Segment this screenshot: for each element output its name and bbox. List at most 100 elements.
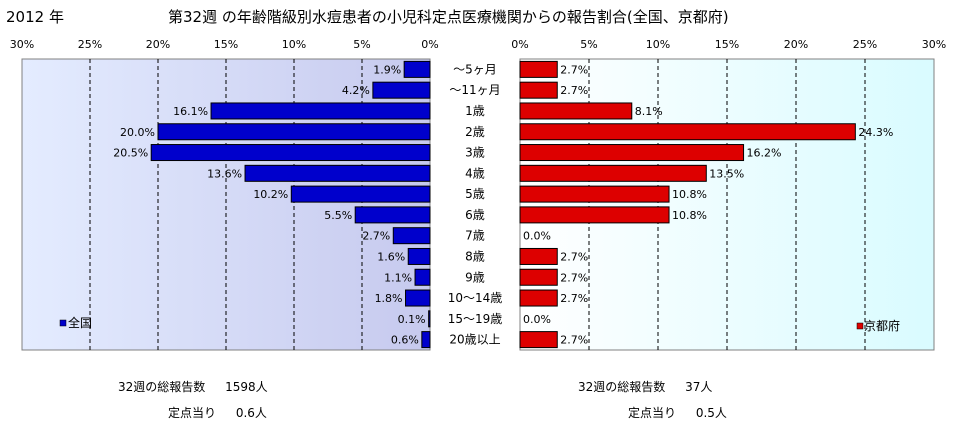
- national-bar-label: 1.6%: [377, 250, 405, 263]
- kyoto-bar-label: 24.3%: [858, 126, 893, 139]
- left-axis-tick: 20%: [146, 38, 170, 51]
- national-bar: [405, 289, 431, 307]
- national-bar-label: 0.6%: [391, 334, 419, 347]
- kyoto-bar-label: 13.5%: [709, 167, 744, 180]
- kyoto-total-value: 37人: [685, 380, 713, 394]
- kyoto-total: 32週の総報告数 37人: [578, 378, 712, 395]
- right-axis-tick: 5%: [580, 38, 597, 51]
- kyoto-bar-label: 8.1%: [635, 105, 663, 118]
- national-bar: [150, 144, 431, 162]
- category-label: 3歳: [465, 146, 485, 160]
- category-label: 7歳: [465, 229, 485, 243]
- kyoto-bar-label: 2.7%: [560, 292, 588, 305]
- national-bar-label: 4.2%: [342, 84, 370, 97]
- category-label: 9歳: [465, 270, 485, 284]
- kyoto-bar: [519, 123, 856, 141]
- kyoto-bar: [519, 247, 558, 265]
- left-axis-tick: 15%: [214, 38, 238, 51]
- kyoto-bar-label: 2.7%: [560, 250, 588, 263]
- national-bar-label: 1.1%: [384, 271, 412, 284]
- national-bar: [414, 268, 431, 286]
- kyoto-bar: [519, 268, 558, 286]
- category-label: 5歳: [465, 187, 485, 201]
- right-axis-tick: 30%: [922, 38, 946, 51]
- left-axis-tick: 5%: [353, 38, 370, 51]
- kyoto-bar: [519, 81, 558, 99]
- left-axis-tick: 25%: [78, 38, 102, 51]
- national-total-value: 1598人: [225, 380, 268, 394]
- category-label: 10～14歳: [448, 291, 503, 305]
- national-bar: [392, 227, 431, 245]
- year-label: 2012 年: [6, 8, 64, 26]
- national-bar: [407, 247, 431, 265]
- national-bar: [403, 60, 431, 78]
- right-axis-tick: 10%: [646, 38, 670, 51]
- kyoto-bar-label: 0.0%: [523, 230, 551, 243]
- category-label: 15～19歳: [448, 312, 503, 326]
- kyoto-bar-label: 2.7%: [560, 334, 588, 347]
- right-axis-tick: 20%: [784, 38, 808, 51]
- kyoto-bar-label: 2.7%: [560, 63, 588, 76]
- kyoto-bar: [519, 206, 670, 224]
- right-axis-tick: 15%: [715, 38, 739, 51]
- kyoto-per-label: 定点当り: [628, 406, 677, 420]
- left-axis-tick: 0%: [421, 38, 438, 51]
- category-label: 2歳: [465, 125, 485, 139]
- national-bar-label: 0.1%: [398, 313, 426, 326]
- category-label: 20歳以上: [449, 333, 500, 347]
- national-bar-label: 20.5%: [113, 147, 148, 160]
- kyoto-legend-swatch: [856, 322, 864, 330]
- national-per-site: 定点当り 0.6人: [168, 404, 267, 421]
- national-legend-label: 全国: [68, 315, 92, 330]
- national-bar-label: 16.1%: [173, 105, 208, 118]
- category-label: 4歳: [465, 166, 485, 180]
- national-per-label: 定点当り: [168, 406, 217, 420]
- kyoto-per-site: 定点当り 0.5人: [628, 404, 727, 421]
- national-bar: [428, 310, 431, 328]
- kyoto-bar: [519, 102, 633, 120]
- kyoto-bar: [519, 289, 558, 307]
- category-label: ～5ヶ月: [453, 62, 497, 76]
- kyoto-bar: [519, 144, 745, 162]
- national-bar-label: 1.9%: [373, 63, 401, 76]
- left-axis-tick: 10%: [282, 38, 306, 51]
- category-label: 8歳: [465, 249, 485, 263]
- kyoto-bar: [519, 164, 707, 182]
- kyoto-total-label: 32週の総報告数: [578, 380, 666, 394]
- national-bar: [210, 102, 431, 120]
- right-axis-tick: 25%: [853, 38, 877, 51]
- kyoto-bar-label: 0.0%: [523, 313, 551, 326]
- kyoto-bar: [519, 331, 558, 349]
- national-bar: [354, 206, 431, 224]
- kyoto-bar-label: 10.8%: [672, 188, 707, 201]
- national-bar-label: 10.2%: [253, 188, 288, 201]
- kyoto-bar-label: 10.8%: [672, 209, 707, 222]
- kyoto-bar-label: 2.7%: [560, 84, 588, 97]
- kyoto-per-value: 0.5人: [695, 406, 727, 420]
- kyoto-bar: [519, 185, 670, 203]
- national-bar: [421, 331, 431, 349]
- kyoto-bar-label: 16.2%: [747, 147, 782, 160]
- national-bar: [372, 81, 431, 99]
- national-bar-label: 5.5%: [324, 209, 352, 222]
- national-total-label: 32週の総報告数: [118, 380, 206, 394]
- left-axis-tick: 30%: [10, 38, 34, 51]
- kyoto-legend-label: 京都府: [864, 318, 900, 333]
- national-bar-label: 20.0%: [120, 126, 155, 139]
- category-label: ～11ヶ月: [449, 83, 500, 97]
- national-bar-label: 13.6%: [207, 167, 242, 180]
- national-bar: [244, 164, 431, 182]
- kyoto-bar: [519, 60, 558, 78]
- national-total: 32週の総報告数 1598人: [118, 378, 268, 395]
- national-bar: [290, 185, 431, 203]
- national-per-value: 0.6人: [235, 406, 267, 420]
- chart-title: 第32週 の年齢階級別水痘患者の小児科定点医療機関からの報告割合(全国、京都府): [168, 8, 729, 26]
- national-legend-swatch: [59, 319, 67, 327]
- kyoto-bar-label: 2.7%: [560, 271, 588, 284]
- national-bar: [157, 123, 431, 141]
- national-bar-label: 2.7%: [362, 230, 390, 243]
- national-bar-label: 1.8%: [375, 292, 403, 305]
- category-label: 1歳: [465, 104, 485, 118]
- right-axis-tick: 0%: [511, 38, 528, 51]
